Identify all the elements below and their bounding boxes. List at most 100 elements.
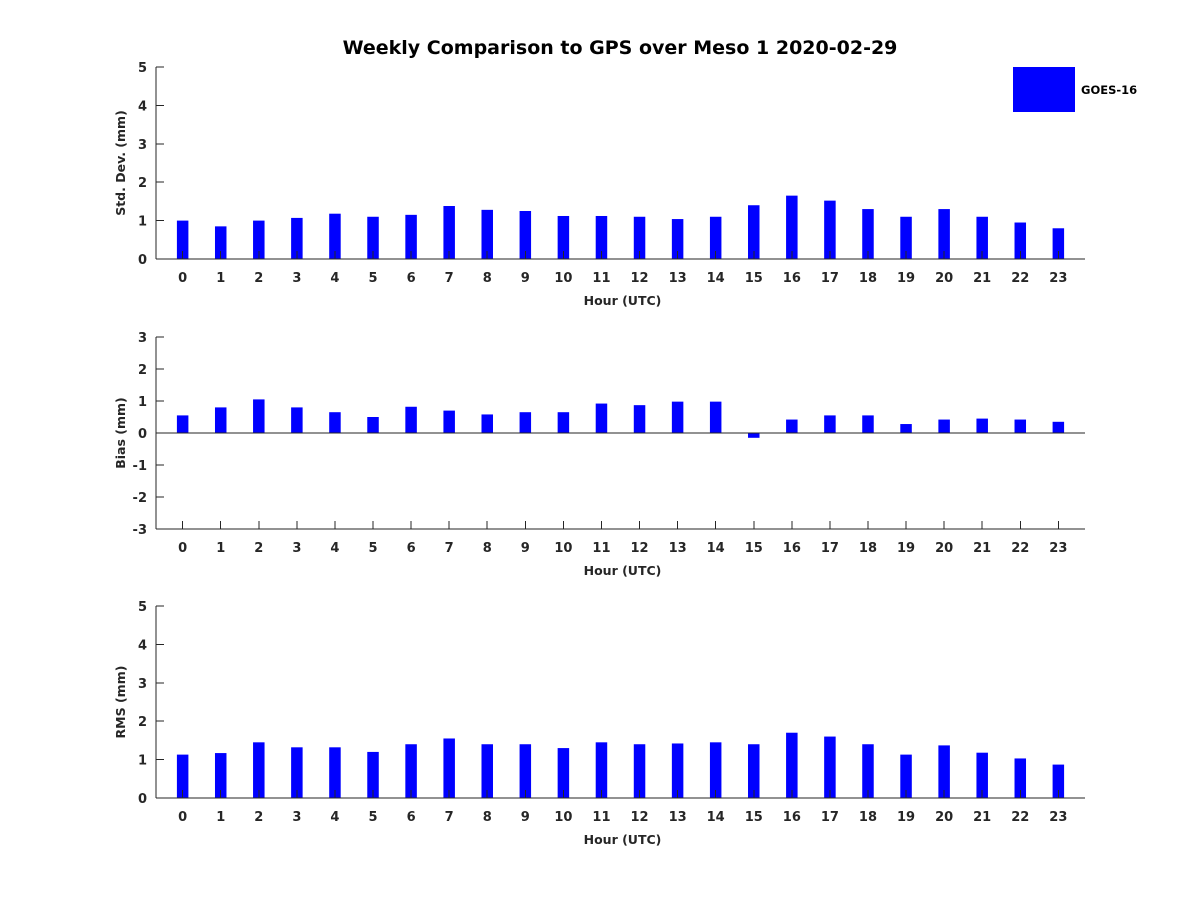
x-tick-label: 1 <box>216 810 225 825</box>
x-tick-label: 14 <box>707 541 725 556</box>
x-tick-label: 4 <box>330 271 339 286</box>
x-tick-label: 2 <box>254 271 263 286</box>
bar-hour-4 <box>329 747 341 798</box>
bar-hour-1 <box>214 753 227 798</box>
bar-hour-6 <box>405 744 417 798</box>
x-tick-label: 6 <box>407 271 416 286</box>
x-tick-label: 5 <box>368 271 377 286</box>
bar-hour-10 <box>557 748 570 798</box>
bar-hour-0 <box>176 415 189 433</box>
x-tick-label: 15 <box>745 541 763 556</box>
bar-hour-5 <box>367 751 379 798</box>
x-tick-label: 8 <box>483 271 492 286</box>
x-tick-label: 0 <box>178 541 187 556</box>
x-tick-label: 21 <box>973 271 991 286</box>
bar-hour-9 <box>519 412 532 433</box>
bar-hour-22 <box>1014 222 1027 259</box>
y-tick-label: 2 <box>138 176 147 191</box>
bar-hour-11 <box>595 403 608 433</box>
bar-hour-5 <box>367 216 379 259</box>
bar-hour-14 <box>709 216 722 259</box>
x-tick-label: 21 <box>973 810 991 825</box>
x-tick-label: 0 <box>178 271 187 286</box>
bar-hour-7 <box>443 410 455 433</box>
x-tick-label: 11 <box>592 810 610 825</box>
x-tick-label: 1 <box>216 271 225 286</box>
x-tick-label: 11 <box>592 271 610 286</box>
y-tick-label: 2 <box>138 363 147 378</box>
bar-hour-19 <box>900 424 912 433</box>
x-tick-label: 9 <box>521 810 530 825</box>
bar-hour-23 <box>1052 764 1065 798</box>
y-tick-label: 0 <box>138 253 147 268</box>
bar-hour-13 <box>671 401 684 433</box>
y-tick-label: 0 <box>138 792 147 807</box>
bar-hour-20 <box>938 209 950 259</box>
x-tick-label: 3 <box>292 810 301 825</box>
bar-hour-8 <box>481 209 493 259</box>
bar-hour-13 <box>671 743 684 798</box>
x-tick-label: 4 <box>330 810 339 825</box>
x-tick-label: 17 <box>821 541 839 556</box>
x-tick-label: 20 <box>935 541 953 556</box>
x-tick-label: 5 <box>368 541 377 556</box>
bar-hour-10 <box>557 412 570 433</box>
bar-hour-21 <box>976 418 988 433</box>
bar-hour-17 <box>824 415 836 433</box>
x-tick-label: 17 <box>821 810 839 825</box>
bar-hour-9 <box>519 744 532 798</box>
x-tick-label: 23 <box>1049 810 1067 825</box>
x-tick-label: 18 <box>859 541 877 556</box>
bar-hour-4 <box>329 213 341 259</box>
y-tick-label: -1 <box>133 459 147 474</box>
x-tick-label: 14 <box>707 271 725 286</box>
x-tick-label: 16 <box>783 271 801 286</box>
bar-hour-16 <box>786 732 798 798</box>
bar-hour-18 <box>862 415 874 433</box>
bar-hour-18 <box>862 744 874 798</box>
bar-hour-16 <box>786 419 798 433</box>
x-tick-label: 20 <box>935 810 953 825</box>
bar-hour-15 <box>748 205 760 259</box>
bar-hour-6 <box>405 406 417 433</box>
bar-hour-1 <box>214 407 227 433</box>
bar-hour-12 <box>633 405 646 433</box>
x-tick-label: 5 <box>368 810 377 825</box>
x-tick-label: 22 <box>1011 810 1029 825</box>
bar-hour-23 <box>1052 421 1065 433</box>
bar-hour-5 <box>367 417 379 433</box>
x-tick-label: 22 <box>1011 541 1029 556</box>
bar-hour-11 <box>595 742 608 798</box>
y-axis-label: Std. Dev. (mm) <box>113 110 128 216</box>
x-tick-label: 13 <box>669 810 687 825</box>
chart-title: Weekly Comparison to GPS over Meso 1 202… <box>343 37 898 59</box>
x-tick-label: 12 <box>630 541 648 556</box>
x-tick-label: 3 <box>292 541 301 556</box>
x-tick-label: 23 <box>1049 271 1067 286</box>
bar-hour-19 <box>900 216 912 259</box>
bar-hour-20 <box>938 419 950 433</box>
x-tick-label: 8 <box>483 541 492 556</box>
x-axis-label: Hour (UTC) <box>584 563 662 578</box>
x-tick-label: 18 <box>859 810 877 825</box>
legend-swatch <box>1013 67 1075 112</box>
x-tick-label: 11 <box>592 541 610 556</box>
bar-hour-22 <box>1014 758 1027 798</box>
bar-hour-16 <box>786 195 798 259</box>
y-tick-label: 3 <box>138 677 147 692</box>
bar-hour-17 <box>824 200 836 259</box>
bar-hour-15 <box>748 744 760 798</box>
x-tick-label: 21 <box>973 541 991 556</box>
x-tick-label: 7 <box>445 271 454 286</box>
bar-hour-1 <box>214 226 227 259</box>
x-tick-label: 3 <box>292 271 301 286</box>
x-tick-label: 7 <box>445 810 454 825</box>
bar-hour-2 <box>253 742 265 798</box>
y-tick-label: 3 <box>138 138 147 153</box>
x-axis-label: Hour (UTC) <box>584 832 662 847</box>
